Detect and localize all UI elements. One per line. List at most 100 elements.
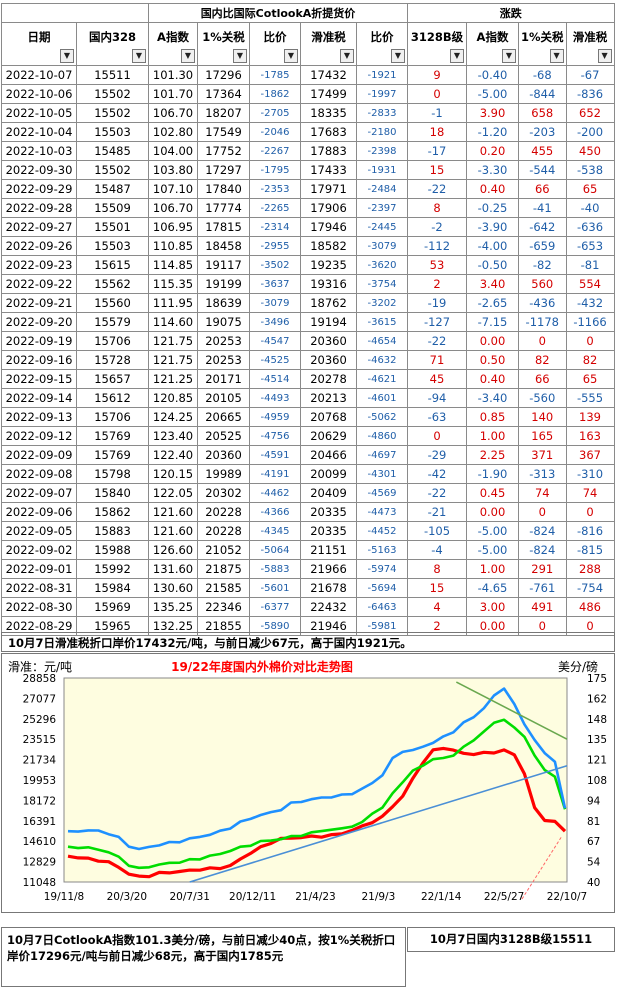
table-cell: -1997	[356, 84, 408, 104]
table-cell: -844	[518, 84, 567, 104]
table-cell: -436	[518, 293, 567, 313]
table-cell: 15798	[76, 464, 149, 484]
group-header-change: 涨跌	[407, 3, 615, 23]
table-cell: -2445	[356, 217, 408, 237]
table-cell: -4462	[249, 483, 301, 503]
filter-dropdown-icon[interactable]: ▼	[549, 49, 564, 63]
table-cell: 110.85	[148, 236, 198, 256]
column-header-9: 1%关税 ▼	[518, 22, 567, 66]
table-cell: 74	[518, 483, 567, 503]
table-cell: 2022-09-02	[1, 540, 77, 560]
table-cell: 0	[565, 616, 615, 636]
table-cell: 18335	[300, 103, 357, 123]
table-cell: -3079	[356, 236, 408, 256]
table-cell: -2353	[249, 179, 301, 199]
table-cell: -4632	[356, 350, 408, 370]
column-header-2: A指数 ▼	[148, 22, 198, 66]
table-cell: 0.40	[466, 369, 519, 389]
filter-dropdown-icon[interactable]: ▼	[340, 49, 354, 63]
table-cell: 2022-09-07	[1, 483, 77, 503]
filter-dropdown-icon[interactable]: ▼	[233, 49, 247, 63]
filter-dropdown-icon[interactable]: ▼	[181, 49, 195, 63]
table-cell: 121.60	[148, 502, 198, 522]
table-row: 2022-09-05 15883 121.60 20228 -4345 20335 -445…	[1, 521, 615, 541]
x-tick-label: 21/9/3	[361, 891, 395, 903]
table-cell: -754	[565, 578, 615, 598]
table-cell: -836	[565, 84, 615, 104]
y-left-tick-label: 21734	[23, 755, 57, 767]
table-cell: -1785	[249, 65, 301, 85]
filter-dropdown-icon[interactable]: ▼	[284, 49, 298, 63]
table-row: 2022-09-26 15503 110.85 18458 -2955 18582 -307…	[1, 236, 615, 256]
table-cell: 652	[565, 103, 615, 123]
table-cell: 15562	[76, 274, 149, 294]
table-cell: -3079	[249, 293, 301, 313]
table-cell: 17883	[300, 141, 357, 161]
plot-background	[63, 677, 568, 883]
table-cell: -5883	[249, 559, 301, 579]
y-left-tick-label: 12829	[23, 857, 56, 869]
table-row: 2022-09-19 15706 121.75 20253 -4547 20360 -465…	[1, 331, 615, 351]
table-cell: -544	[518, 160, 567, 180]
table-cell: -4654	[356, 331, 408, 351]
table-cell: 18458	[197, 236, 250, 256]
table-cell: -5064	[249, 540, 301, 560]
table-cell: 20409	[300, 483, 357, 503]
table-cell: 20228	[197, 502, 250, 522]
table-row: 2022-09-16 15728 121.75 20253 -4525 20360 -463…	[1, 350, 615, 370]
column-header-0: 日期 ▼	[1, 22, 77, 66]
filter-dropdown-icon[interactable]: ▼	[60, 49, 74, 63]
table-cell: -4525	[249, 350, 301, 370]
table-cell: 15501	[76, 217, 149, 237]
y-left-tick-label: 27077	[23, 693, 56, 705]
table-cell: 15769	[76, 426, 149, 446]
table-cell: -105	[407, 521, 467, 541]
table-cell: -4473	[356, 502, 408, 522]
filter-dropdown-icon[interactable]: ▼	[597, 49, 612, 63]
table-cell: 3.40	[466, 274, 519, 294]
table-row: 2022-09-13 15706 124.25 20665 -4959 20768 -506…	[1, 407, 615, 427]
table-cell: -1.20	[466, 122, 519, 142]
table-row: 2022-09-12 15769 123.40 20525 -4756 20629 -486…	[1, 426, 615, 446]
table-cell: 1.00	[466, 559, 519, 579]
table-cell: 2022-09-30	[1, 160, 77, 180]
column-header-label: 比价	[263, 30, 287, 44]
table-cell: 0	[518, 502, 567, 522]
table-cell: 367	[565, 445, 615, 465]
table-cell: 19989	[197, 464, 250, 484]
column-header-label: 滑准税	[311, 30, 346, 44]
table-cell: 17683	[300, 122, 357, 142]
trend-line-1	[455, 681, 568, 740]
table-cell: -653	[565, 236, 615, 256]
table-cell: 0	[407, 426, 467, 446]
x-tick-label: 20/3/20	[107, 891, 147, 903]
filter-dropdown-icon[interactable]: ▼	[502, 49, 516, 63]
column-header-label: 日期	[27, 30, 51, 44]
table-row: 2022-10-07 15511 101.30 17296 -1785 17432 -192…	[1, 65, 615, 85]
x-tick-label: 20/7/31	[170, 891, 210, 903]
table-cell: 106.95	[148, 217, 198, 237]
table-cell: 0	[565, 502, 615, 522]
price-table: 国内比国际CotlookA折提货价 涨跌 日期 ▼ 国内328 ▼ A指数 ▼ 1%关税 ▼ 比…	[1, 3, 615, 636]
table-cell: -2	[407, 217, 467, 237]
filter-dropdown-icon[interactable]: ▼	[132, 49, 146, 63]
table-cell: -2314	[249, 217, 301, 237]
table-cell: 65	[565, 369, 615, 389]
column-header-label: 比价	[370, 30, 394, 44]
table-cell: -5601	[249, 578, 301, 598]
table-cell: -4547	[249, 331, 301, 351]
table-cell: 20228	[197, 521, 250, 541]
table-cell: 15988	[76, 540, 149, 560]
x-tick-label: 21/4/23	[295, 891, 335, 903]
table-cell: 658	[518, 103, 567, 123]
table-cell: -2484	[356, 179, 408, 199]
filter-dropdown-icon[interactable]: ▼	[391, 49, 405, 63]
table-cell: -3.40	[466, 388, 519, 408]
table-cell: 53	[407, 255, 467, 275]
blank-header-left	[1, 3, 149, 23]
table-cell: 15969	[76, 597, 149, 617]
filter-dropdown-icon[interactable]: ▼	[450, 49, 464, 63]
table-cell: 15485	[76, 141, 149, 161]
table-cell: -94	[407, 388, 467, 408]
trend-line-0	[189, 764, 568, 883]
